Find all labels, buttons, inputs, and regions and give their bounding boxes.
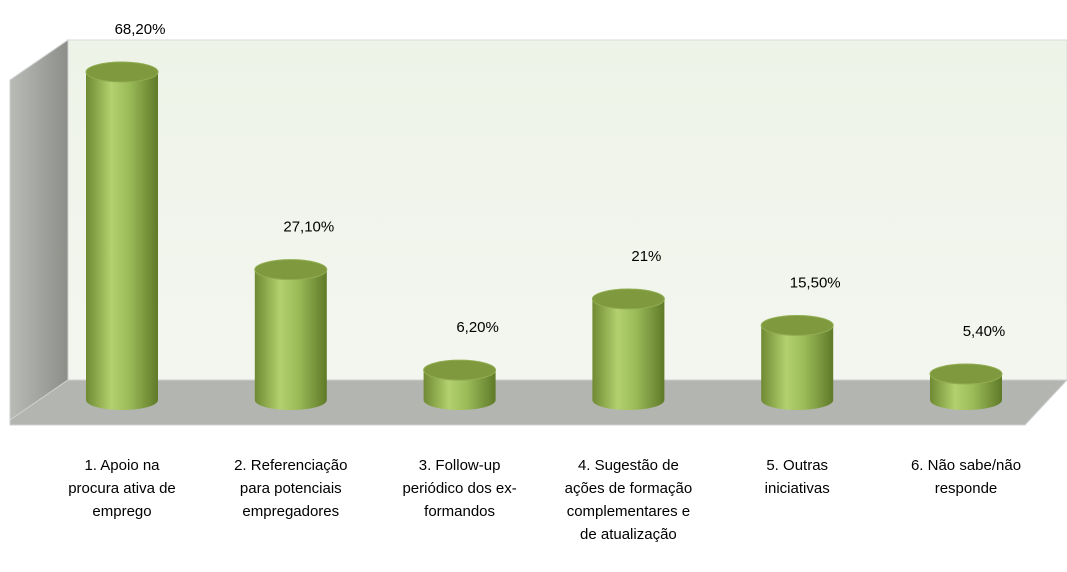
value-label: 21% [631, 248, 661, 265]
value-label: 6,20% [456, 319, 499, 336]
cylinder-body [423, 370, 496, 410]
cylinder-body [254, 269, 327, 410]
x-tick-label: 1. Apoio na procura ativa de emprego [68, 457, 176, 520]
cylinder-top [591, 288, 665, 310]
cylinder-body [761, 325, 834, 410]
cylinder-top [760, 314, 834, 336]
back-wall [67, 39, 1067, 381]
bar [85, 61, 159, 410]
value-label: 5,40% [963, 323, 1006, 340]
x-tick-label: 6. Não sabe/não responde [911, 457, 1021, 497]
cylinder-top [423, 359, 497, 381]
floor [9, 379, 1067, 426]
bar [423, 359, 497, 410]
x-tick-label: 4. Sugestão de ações de formação complemen… [565, 457, 693, 543]
x-tick-label: 3. Follow-up periódico dos ex-formandos [402, 457, 516, 520]
cylinder-body [592, 299, 665, 410]
cylinder-top [85, 61, 159, 83]
x-tick-label: 5. Outras iniciativas [765, 457, 830, 497]
bar [591, 288, 665, 410]
value-label: 68,20% [115, 21, 166, 38]
bar [254, 259, 328, 410]
cylinder-body [86, 72, 158, 410]
side-wall [9, 39, 69, 421]
cylinder-top [929, 363, 1003, 385]
cylinder-top [254, 259, 328, 281]
bar [760, 314, 834, 410]
x-tick-label: 2. Referenciação para potenciais empregado… [234, 457, 347, 520]
value-label: 27,10% [283, 219, 334, 236]
value-label: 15,50% [790, 274, 841, 291]
bar [929, 363, 1003, 410]
